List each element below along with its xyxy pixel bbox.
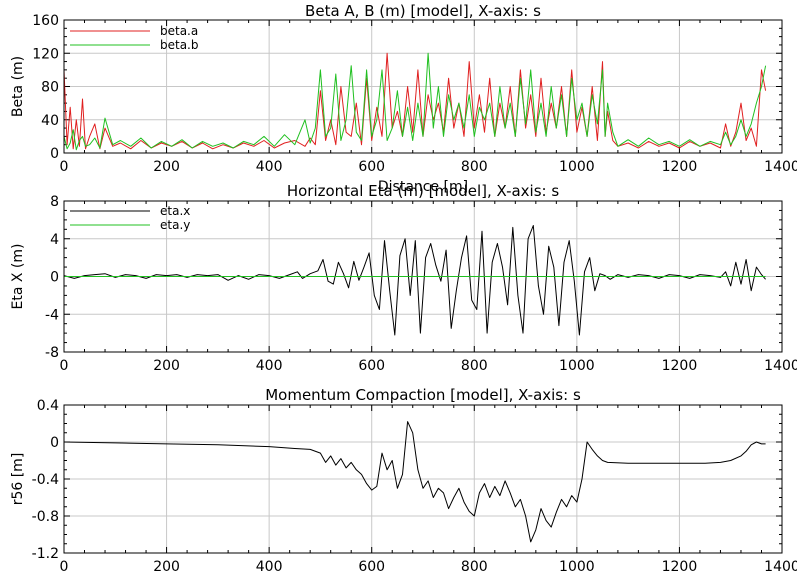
x-tick-label: 1400 [764,358,797,374]
chart-title: Momentum Compaction [model], X-axis: s [265,386,581,404]
y-tick-label: -0.4 [32,472,59,488]
y-axis-label: Eta X (m) [10,244,26,310]
chart-panel-1: 0 200 400 600 800 1000 1200 1400 0 40 80 120 160 beta… [10,2,797,195]
y-tick-label: 0 [50,146,59,162]
x-tick-label: 600 [358,559,385,575]
chart-title: Horizontal Eta (m) [model], X-axis: s [287,182,560,200]
x-tick-label: 1200 [662,559,698,575]
x-tick-label: 800 [461,159,488,175]
series-line-beta-a [63,52,767,150]
y-tick-label: -8 [45,345,59,361]
y-tick-label: 120 [32,46,59,62]
y-tick-label: 160 [32,13,59,29]
x-tick-label: 1000 [559,358,595,374]
plot-frame [63,19,783,154]
legend-label: eta.x [160,204,190,218]
plot-frame [63,200,783,353]
legend-label: eta.y [160,218,190,232]
x-tick-label: 0 [60,159,69,175]
chart-panel-3: 0 200 400 600 800 1000 1200 1400 -1.2 -0.8 -0.4 0 0.… [10,386,797,575]
x-tick-label: 1200 [662,159,698,175]
x-tick-label: 400 [256,559,283,575]
x-tick-label: 0 [60,559,69,575]
x-tick-label: 1400 [764,159,797,175]
x-tick-label: 400 [256,358,283,374]
x-tick-label: 1200 [662,358,698,374]
x-tick-label: 600 [358,358,385,374]
x-tick-label: 1000 [559,559,595,575]
chart-panel-2: 0 200 400 600 800 1000 1200 1400 -8 -4 0 4 8 eta.xeta… [10,182,797,374]
x-tick-label: 1000 [559,159,595,175]
plot-frame [63,404,783,554]
y-tick-label: -1.2 [32,546,59,562]
y-tick-label: 0 [50,270,59,286]
legend-label: beta.a [160,24,198,38]
x-tick-label: 0 [60,358,69,374]
x-axis-label: Distance [m] [378,179,468,195]
y-tick-label: 40 [41,113,59,129]
x-tick-label: 400 [256,159,283,175]
y-axis-label: r56 [m] [10,453,26,506]
y-tick-label: 0.4 [37,398,59,414]
x-tick-label: 200 [153,559,180,575]
y-tick-label: 4 [50,232,59,248]
x-tick-label: 200 [153,358,180,374]
series-line-beta-b [63,52,767,151]
y-tick-label: 0 [50,435,59,451]
y-tick-label: -0.8 [32,509,59,525]
x-tick-label: 800 [461,559,488,575]
chart-title: Beta A, B (m) [model], X-axis: s [305,2,541,20]
x-tick-label: 600 [358,159,385,175]
y-axis-label: Beta (m) [10,56,26,117]
legend-label: beta.b [160,38,199,52]
series-line-r56 [63,421,766,543]
y-tick-label: 80 [41,80,59,96]
y-tick-label: -4 [45,307,59,323]
x-tick-label: 200 [153,159,180,175]
x-tick-label: 800 [461,358,488,374]
x-tick-label: 1400 [764,559,797,575]
series-line-eta-x [63,225,766,336]
y-tick-label: 8 [50,194,59,210]
